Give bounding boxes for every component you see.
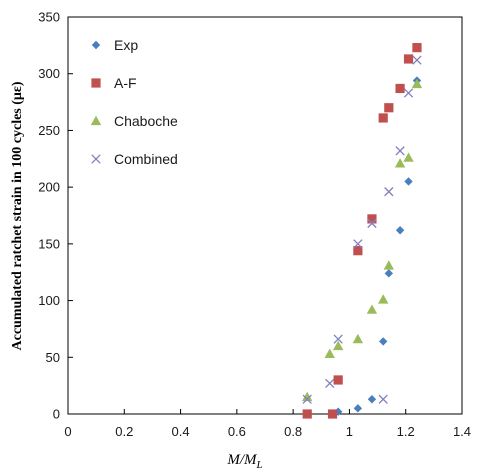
data-point [378,394,388,404]
x-tick-label: 1.4 [453,424,471,439]
data-point [302,394,312,404]
y-tick-label: 300 [38,66,60,81]
data-point [302,409,312,419]
y-tick-label: 350 [38,10,60,25]
data-point [332,340,344,351]
data-point [394,158,406,168]
data-point [324,348,335,359]
legend-marker [91,154,101,164]
data-point [383,260,395,270]
data-point [378,113,388,123]
x-axis-label: M/ML [226,452,262,471]
data-point [353,246,363,256]
legend-marker [90,115,102,126]
data-point [404,177,413,186]
y-tick-label: 250 [38,123,60,138]
legend-label: A-F [114,75,137,91]
legend-marker [91,78,101,88]
data-point [384,187,394,197]
x-tick-label: 0.4 [172,424,190,439]
legend-label: Exp [114,37,138,53]
data-markers [302,43,423,419]
x-tick-label: 0 [64,424,71,439]
legend-label: Combined [114,151,178,167]
x-tick-label: 0.6 [228,424,246,439]
data-point [412,55,422,65]
series-chaboche [302,78,423,402]
data-point [379,337,388,346]
data-point [367,395,377,404]
data-point [367,218,377,229]
plot-frame [67,16,463,415]
axis-ticks: 0 0.2 0.4 0.6 0.8 1 1.2 1.4 0 50 100 150 200 250 300 35… [38,10,471,440]
data-point [403,152,414,162]
data-point [412,43,422,53]
legend: Exp A-F Chaboche Combined [90,37,178,167]
data-point [333,334,343,344]
data-point [384,103,394,113]
x-tick-label: 1 [346,424,353,439]
legend-label: Chaboche [114,113,178,129]
data-point [367,214,377,224]
x-tick-label: 1.2 [397,424,415,439]
data-point [395,146,405,156]
y-tick-label: 100 [38,293,60,308]
data-point [378,294,389,304]
data-point [403,88,414,98]
data-point [411,78,423,89]
series-combined [302,55,422,404]
y-tick-label: 50 [46,350,60,365]
data-point [333,375,343,385]
y-tick-label: 0 [53,407,60,422]
data-point [353,239,363,249]
y-axis-label: Accumulated ratchet strain in 100 cycles… [10,81,25,350]
series-a-f [302,43,422,419]
x-tick-label: 0.2 [115,424,133,439]
data-point [352,333,364,344]
y-tick-label: 200 [38,180,60,195]
legend-marker [91,40,101,50]
data-point [366,304,378,314]
data-point [353,404,363,413]
x-tick-label: 0.8 [284,424,302,439]
data-point [384,269,394,278]
data-point [302,391,313,402]
data-point [327,409,338,419]
data-point [395,226,405,235]
data-point [325,378,335,389]
data-point [395,83,405,94]
data-point [403,54,414,64]
y-tick-label: 150 [38,236,60,251]
